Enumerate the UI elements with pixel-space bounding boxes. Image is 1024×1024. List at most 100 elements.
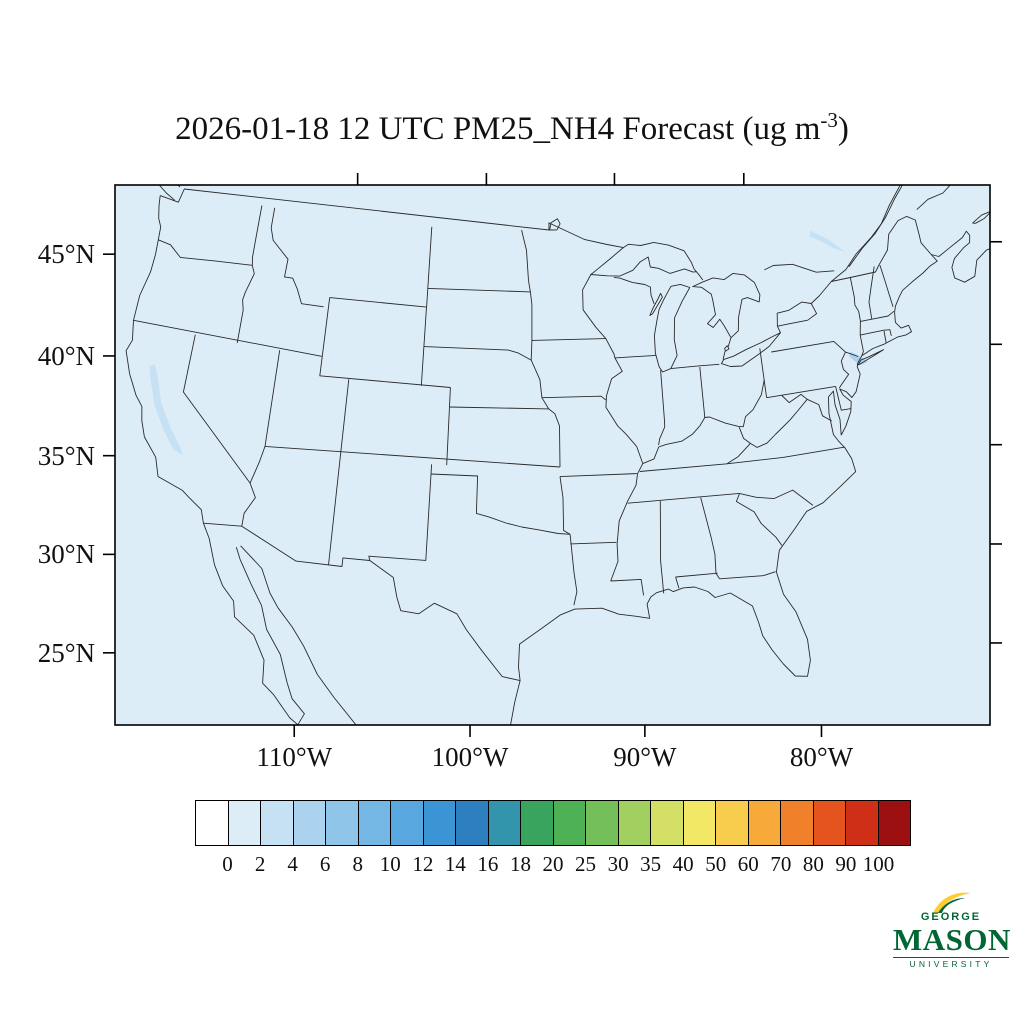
lon-tick-label: 80°W: [789, 742, 854, 772]
coastline-border-path: [368, 464, 433, 561]
coastline-border-path: [883, 330, 887, 344]
coastline-border-path: [627, 492, 740, 504]
coastline-border-path: [719, 571, 776, 580]
coastline-border-path: [722, 351, 726, 360]
lake-outline: [590, 241, 697, 277]
coastline-border-path: [202, 523, 305, 725]
lake-outline: [692, 272, 761, 339]
coastline-border-path: [639, 446, 845, 472]
coastline-border-path: [133, 319, 323, 357]
lake-outline: [776, 301, 818, 327]
coastline-border-path: [700, 497, 720, 580]
colorbar-tick-label: 70: [770, 852, 792, 876]
coastline-border-path: [339, 379, 350, 457]
gmu-logo-george: GEORGE: [920, 911, 982, 923]
colorbar-segment: [325, 800, 359, 846]
lake-outline: [720, 332, 781, 367]
concentration-patch: [149, 363, 183, 456]
colorbar-segment: [780, 800, 814, 846]
coastline-border-path: [160, 188, 624, 249]
coastline-border-path: [868, 266, 875, 320]
colorbar-tick-label: 8: [352, 852, 363, 876]
coastline-border-path: [426, 226, 433, 308]
colorbar-segment: [227, 800, 261, 846]
gmu-logo-university: UNIVERSITY: [893, 957, 1009, 969]
coastline-border-path: [158, 185, 176, 201]
coastline-border-path: [427, 287, 531, 293]
coastline-border-path: [831, 185, 902, 282]
coastline-border-path: [430, 473, 571, 535]
coastline-border-path: [328, 456, 341, 566]
coastline-border-path: [771, 340, 846, 353]
colorbar-segment: [845, 800, 879, 846]
coastline-border-path: [860, 310, 895, 322]
colorbar-tick-label: 18: [509, 852, 531, 876]
colorbar-tick-label: 6: [319, 852, 331, 876]
coastline-border-path: [614, 354, 656, 359]
coastline-border-path: [569, 534, 578, 606]
lat-tick-label: 35°N: [37, 440, 95, 471]
concentration-patch: [809, 230, 846, 253]
colorbar-tick-label: 40: [672, 852, 694, 876]
colorbar-segment: [650, 800, 684, 846]
coastline-border-path: [613, 276, 655, 304]
lake-outline: [972, 211, 990, 224]
coastline-border-path: [449, 406, 549, 410]
coastline-border-path: [249, 446, 266, 484]
coastline-border-path: [541, 395, 606, 401]
coastline-border-path: [727, 337, 732, 348]
coastline-border-path: [659, 500, 665, 594]
colorbar-segment: [682, 800, 716, 846]
colorbar-tick-label: 16: [477, 852, 499, 876]
coastline-border-path: [329, 297, 427, 386]
colorbar-tick-label: 80: [802, 852, 824, 876]
colorbar-segment: [617, 800, 651, 846]
lat-tick-label: 45°N: [37, 239, 95, 270]
coastline-border-path: [675, 576, 680, 589]
coastline-border-path: [236, 205, 263, 344]
coastline-border-path: [530, 359, 561, 468]
coastline-border-path: [860, 329, 892, 336]
lat-tick-label: 40°N: [37, 340, 95, 371]
figure-title: 2026-01-18 12 UTC PM25_NH4 Forecast (ug …: [0, 108, 1024, 148]
gmu-logo: GEORGE MASON UNIVERSITY: [893, 890, 1010, 969]
colorbar-segment: [357, 800, 391, 846]
lake-outline: [549, 218, 561, 231]
lake-outline: [653, 283, 691, 373]
colorbar-segment: [877, 800, 911, 846]
colorbar: 0 2 4 6 8 10 12 14 16 18 20 25 30 35 40 50 60 70 80 90 100: [195, 800, 911, 876]
coastline-border-path: [670, 363, 720, 370]
colorbar-tick-label: 35: [640, 852, 662, 876]
coastline-border-path: [726, 443, 751, 465]
colorbar-segment: [812, 800, 846, 846]
coastline-border-path: [848, 185, 903, 268]
coastline-border-path: [559, 476, 571, 535]
lake-outline: [857, 349, 885, 366]
gmu-leaf-icon: [893, 890, 1009, 914]
colorbar-segment: [260, 800, 294, 846]
colorbar-tick-label: 100: [862, 852, 895, 876]
coastline-border-path: [845, 351, 859, 357]
lon-tick-label: 100°W: [431, 742, 509, 772]
coastline-border-path: [750, 399, 808, 448]
colorbar-tick-label: 4: [287, 852, 298, 876]
coastline-border-path: [423, 346, 532, 361]
coastline-border-path: [570, 541, 617, 545]
coastline-border-path: [531, 338, 606, 341]
colorbar-segment: [422, 800, 456, 846]
coastline-border-path: [914, 185, 951, 210]
coastline-border-path: [446, 387, 451, 466]
coastline-border-path: [839, 351, 850, 389]
coastline-border-path: [738, 427, 751, 444]
colorbar-tick-label: 0: [222, 852, 233, 876]
lake-outline: [649, 292, 663, 316]
colorbar-segment: [715, 800, 749, 846]
coastline-border-path: [270, 207, 324, 308]
colorbar-tick-label: 14: [444, 852, 466, 876]
coastline-border-path: [931, 230, 990, 283]
coastline-border-path: [240, 545, 357, 725]
colorbar-tick-label: 10: [379, 852, 401, 876]
coastline-border-path: [158, 239, 253, 266]
